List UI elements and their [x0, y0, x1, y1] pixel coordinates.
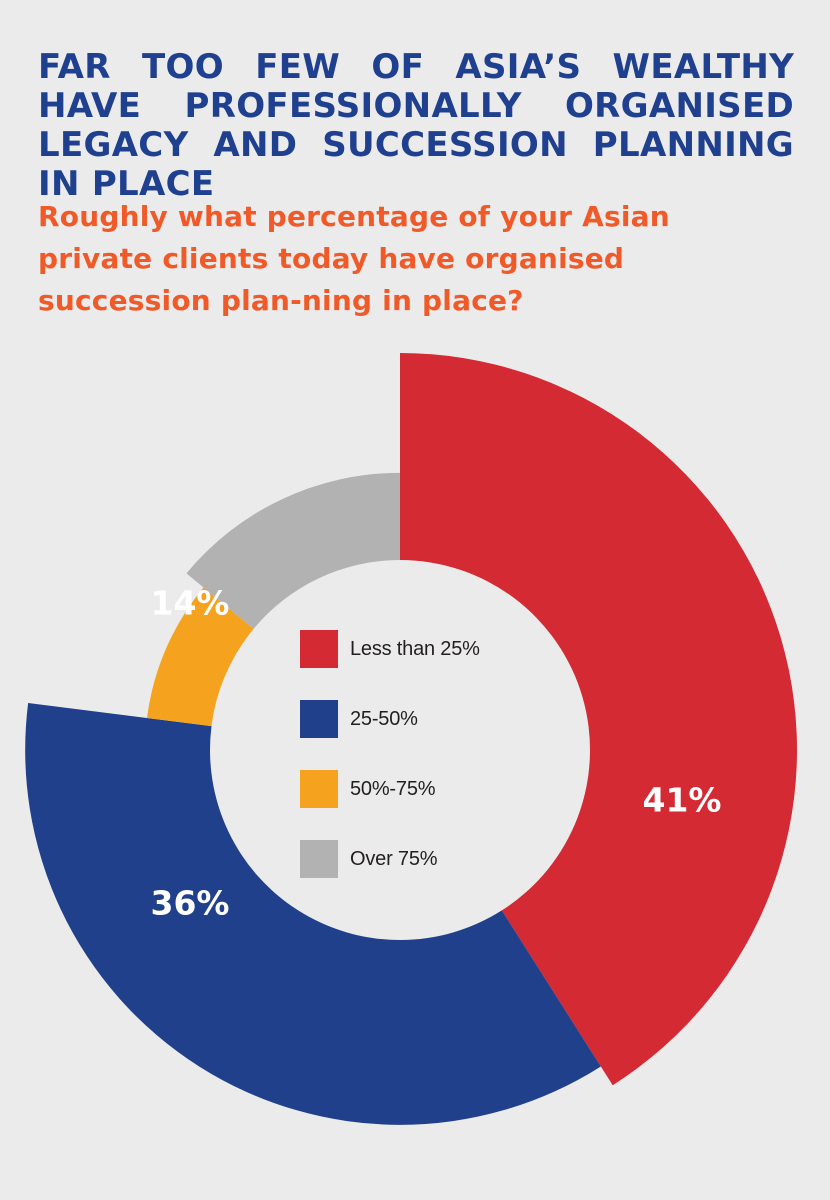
chart-title: FAR TOO FEW OF ASIA’S WEALTHY HAVE PROFE… [38, 47, 794, 204]
slice-less-than-25 [400, 353, 797, 1086]
chart-subtitle: Roughly what percentage of your Asian pr… [38, 200, 670, 317]
legend-label: 25-50% [350, 707, 418, 730]
legend-item-over-75: Over 75% [300, 840, 560, 878]
legend-swatch [300, 700, 338, 738]
legend-item-25-50: 25-50% [300, 700, 560, 738]
slice-50-75 [147, 587, 254, 727]
legend-label: 50%-75% [350, 777, 436, 800]
slice-25-50 [25, 703, 601, 1125]
legend-label: Over 75% [350, 847, 438, 870]
legend-label: Less than 25% [350, 637, 480, 660]
legend-item-less-than-25: Less than 25% [300, 630, 560, 668]
legend: Less than 25% 25-50% 50%-75% Over 75% [300, 630, 560, 910]
slice-over-75 [186, 472, 400, 629]
legend-item-50-75: 50%-75% [300, 770, 560, 808]
legend-swatch [300, 630, 338, 668]
legend-swatch [300, 840, 338, 878]
slice-value-label: 36% [151, 884, 230, 923]
legend-swatch [300, 770, 338, 808]
slice-value-label: 14% [151, 584, 230, 623]
slice-value-label: 41% [643, 781, 722, 820]
